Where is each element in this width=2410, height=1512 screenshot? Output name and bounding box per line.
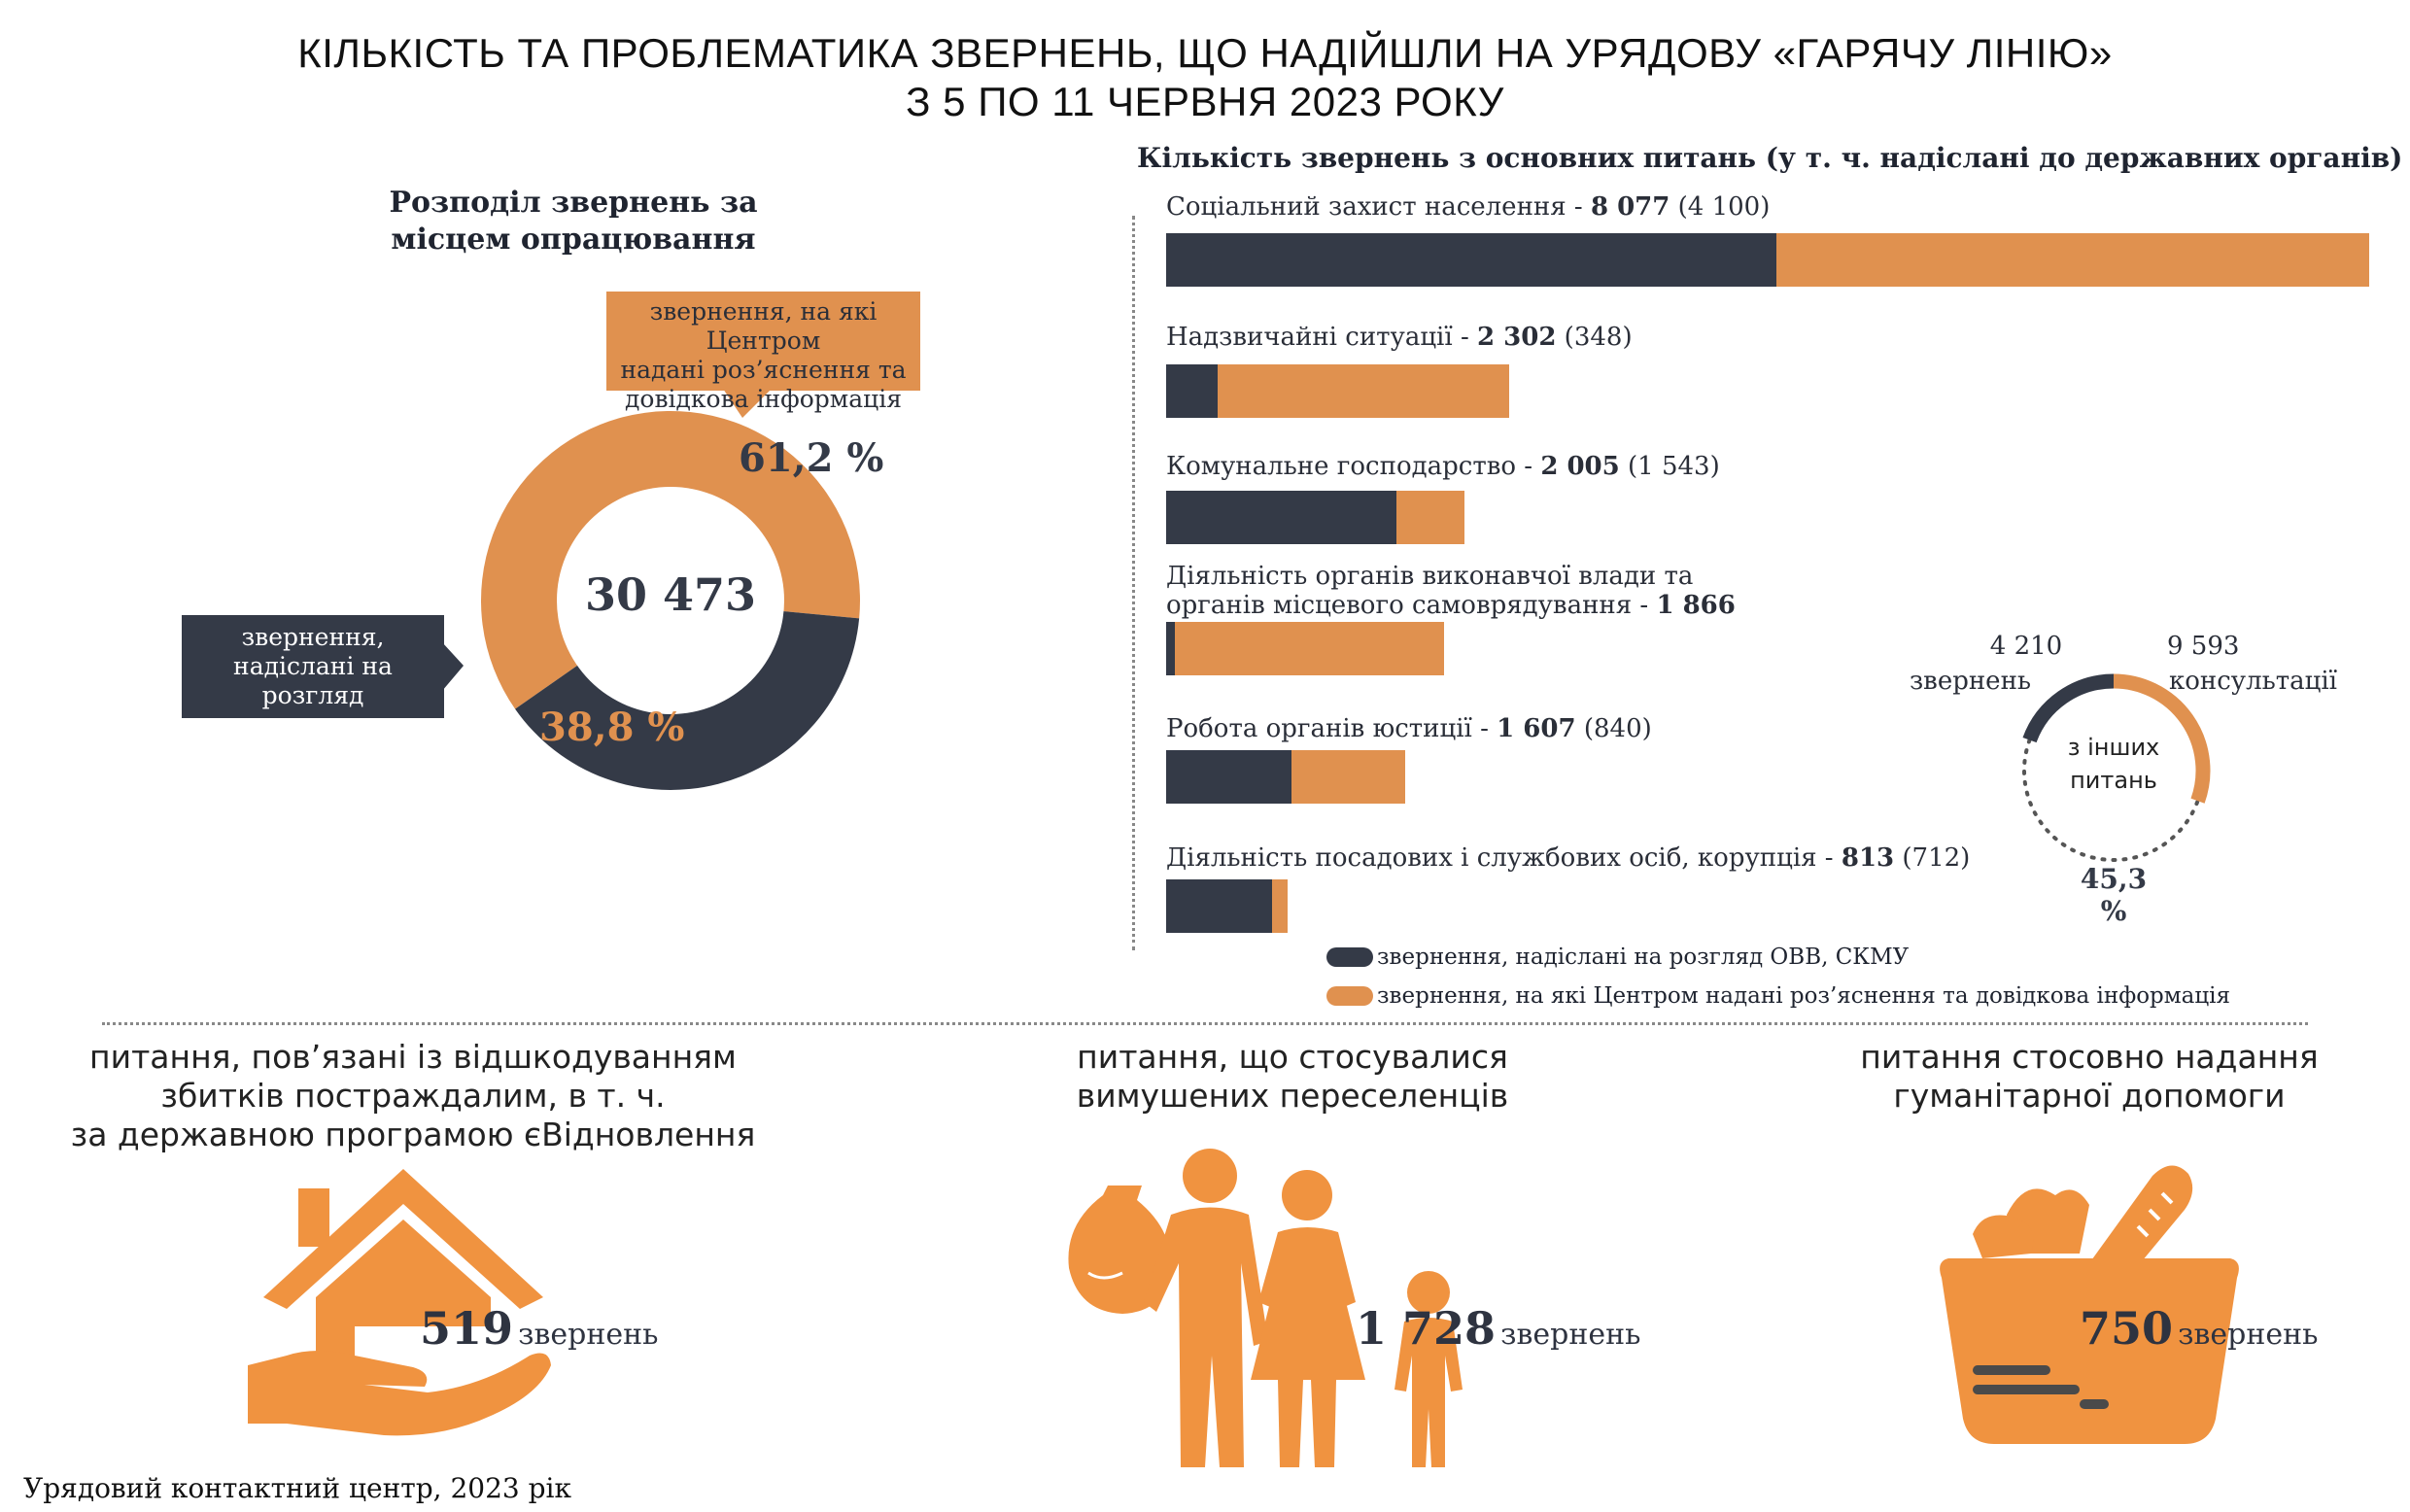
bottom-col1-line2: збитків постраждалим, в т. ч.: [160, 1077, 666, 1115]
bottom-col3-line1: питання стосовно надання: [1860, 1038, 2319, 1076]
orange-callout-bg: [606, 292, 920, 418]
donut-heading-line2: місцем опрацювання: [391, 223, 756, 257]
bottom-col2-count: 1 728 звернень: [1356, 1302, 1640, 1355]
bottom-col1-line1: питання, пов’язані із відшкодуванням: [89, 1038, 737, 1076]
footer-source: Урядовий контактний центр, 2023 рік: [23, 1472, 571, 1504]
bar-label-sent: (348): [1556, 323, 1633, 352]
legend-orange-label: звернення, на які Центром надані роз’ясн…: [1377, 983, 2231, 1009]
bar-label-category: Робота органів юстиції -: [1166, 714, 1498, 743]
dark-callout-line1: звернення,: [241, 623, 385, 651]
others-gauge: [2022, 673, 2211, 862]
dark-callout-line2: надіслані на розгляд: [233, 652, 393, 709]
orange-callout-line3: довідкова інформація: [625, 385, 902, 413]
bottom-col1-count-label: звернень: [518, 1318, 659, 1352]
donut-total: 30 473: [584, 568, 757, 621]
bar-label-category: Діяльність посадових і службових осіб, к…: [1166, 843, 1842, 873]
house-hand-icon: [248, 1169, 551, 1436]
bar-label-total: 8 077: [1590, 192, 1670, 222]
others-center-line2: питань: [2070, 767, 2157, 794]
bottom-col1-count-num: 519: [420, 1302, 514, 1355]
bar-label-sent: (4 100): [1670, 192, 1771, 222]
bar-label-total: 1 607: [1497, 714, 1576, 743]
bar-label-total: 1 866: [1656, 591, 1736, 620]
vertical-separator: [1132, 216, 1135, 950]
bottom-col2-heading: питання, що стосувалися вимушених пересе…: [972, 1038, 1613, 1116]
bar-label: Комунальне господарство - 2 005 (1 543): [1166, 452, 2041, 481]
bar-label: Діяльність посадових і службових осіб, к…: [1166, 843, 2041, 873]
bottom-col1-heading: питання, пов’язані із відшкодуванням зби…: [29, 1038, 797, 1154]
bar-label-category: Комунальне господарство -: [1166, 452, 1541, 481]
bar-sent-segment: [1166, 750, 1291, 804]
grocery-basket-icon: [1940, 1165, 2239, 1444]
others-pct: 45,3 %: [2080, 863, 2148, 927]
others-left-num: 4 210: [1989, 632, 2063, 661]
bar-total: [1166, 750, 1406, 804]
bar-label-total: 813: [1841, 843, 1895, 873]
bar-sent-segment: [1166, 622, 1176, 675]
bar-label-category: Соціальний захист населення -: [1166, 192, 1591, 222]
donut-orange-pct: 61,2 %: [739, 435, 884, 481]
legend-dark-swatch: [1326, 947, 1373, 967]
bottom-col2-count-label: звернень: [1500, 1318, 1641, 1352]
bottom-col3-heading: питання стосовно надання гуманітарної до…: [1798, 1038, 2381, 1116]
bar-label: Робота органів юстиції - 1 607 (840): [1166, 714, 2041, 743]
bar-label: Діяльність органів виконавчої влади та о…: [1166, 562, 1788, 649]
bottom-col1-line3: за державною програмою єВідновлення: [70, 1116, 756, 1153]
bar-label: Соціальний захист населення - 8 077 (4 1…: [1166, 192, 2041, 222]
others-center-line1: з інших: [2067, 734, 2160, 761]
bottom-col1-count: 519 звернень: [420, 1302, 658, 1355]
donut-heading: Розподіл звернень за місцем опрацювання: [292, 185, 855, 258]
legend-dark-label: звернення, надіслані на розгляд ОВВ, СКМ…: [1377, 945, 1910, 970]
bottom-col3-count: 750 звернень: [2080, 1302, 2318, 1355]
bottom-col3-count-label: звернень: [2178, 1318, 2319, 1352]
bar-label-sent: (712): [1894, 843, 1971, 873]
page-subtitle: З 5 ПО 11 ЧЕРВНЯ 2023 РОКУ: [906, 79, 1504, 124]
bar-label-category: Діяльність органів виконавчої влади та о…: [1166, 562, 1694, 620]
bottom-col3-count-num: 750: [2080, 1302, 2174, 1355]
others-right-num: 9 593: [2167, 632, 2240, 661]
legend-dark: звернення, надіслані на розгляд ОВВ, СКМ…: [1326, 945, 1909, 970]
bar-sent-segment: [1166, 233, 1777, 287]
bar-label-sent: (1 543): [1619, 452, 1720, 481]
donut-hole: [557, 487, 784, 714]
others-gauge-dark-arc: [2022, 673, 2115, 743]
bar-label-total: 2 005: [1540, 452, 1620, 481]
donut-dark-pct: 38,8 %: [539, 704, 685, 750]
bar-total: [1166, 491, 1465, 544]
bar-sent-segment: [1166, 491, 1396, 544]
bar-total: [1166, 364, 1509, 418]
others-left-label: звернень: [1910, 667, 2032, 696]
bar-label-category: Надзвичайні ситуації -: [1166, 323, 1477, 352]
bar-total: [1166, 622, 1444, 675]
bottom-col2-line1: питання, що стосувалися: [1077, 1038, 1508, 1076]
legend-orange-swatch: [1326, 986, 1373, 1006]
dark-callout-bg: [182, 615, 464, 718]
bar-total: [1166, 879, 1288, 933]
bar-sent-segment: [1166, 364, 1219, 418]
dark-callout-line3: до державних органів: [224, 710, 402, 768]
bottom-col2-count-num: 1 728: [1356, 1302, 1497, 1355]
bar-label-sent: (840): [1575, 714, 1652, 743]
orange-callout: звернення, на які Центром надані роз’ясн…: [606, 297, 920, 414]
bar-sent-segment: [1166, 879, 1273, 933]
donut-heading-line1: Розподіл звернень за: [389, 186, 758, 220]
page-title: КІЛЬКІСТЬ ТА ПРОБЛЕМАТИКА ЗВЕРНЕНЬ, ЩО Н…: [297, 30, 2113, 76]
horizontal-separator: [102, 1022, 2308, 1025]
family-icon: [1068, 1149, 1463, 1467]
others-gauge-orange-arc: [2113, 673, 2211, 804]
bars-heading: Кількість звернень з основних питань (у …: [1137, 142, 2403, 174]
orange-callout-line2: надані роз’яснення та: [620, 356, 907, 384]
others-center: з інших питань: [2046, 731, 2182, 797]
bar-label-total: 2 302: [1477, 323, 1557, 352]
bottom-col2-line2: вимушених переселенців: [1076, 1077, 1509, 1115]
others-right-label: консультації: [2169, 667, 2337, 696]
bottom-col3-line2: гуманітарної допомоги: [1893, 1077, 2286, 1115]
bar-total: [1166, 233, 2369, 287]
bar-label: Надзвичайні ситуації - 2 302 (348): [1166, 323, 2041, 352]
legend-orange: звернення, на які Центром надані роз’ясн…: [1326, 983, 2230, 1009]
orange-callout-line1: звернення, на які Центром: [649, 297, 878, 355]
dark-callout: звернення, надіслані на розгляд до держа…: [182, 623, 444, 769]
donut-chart: [481, 411, 860, 790]
